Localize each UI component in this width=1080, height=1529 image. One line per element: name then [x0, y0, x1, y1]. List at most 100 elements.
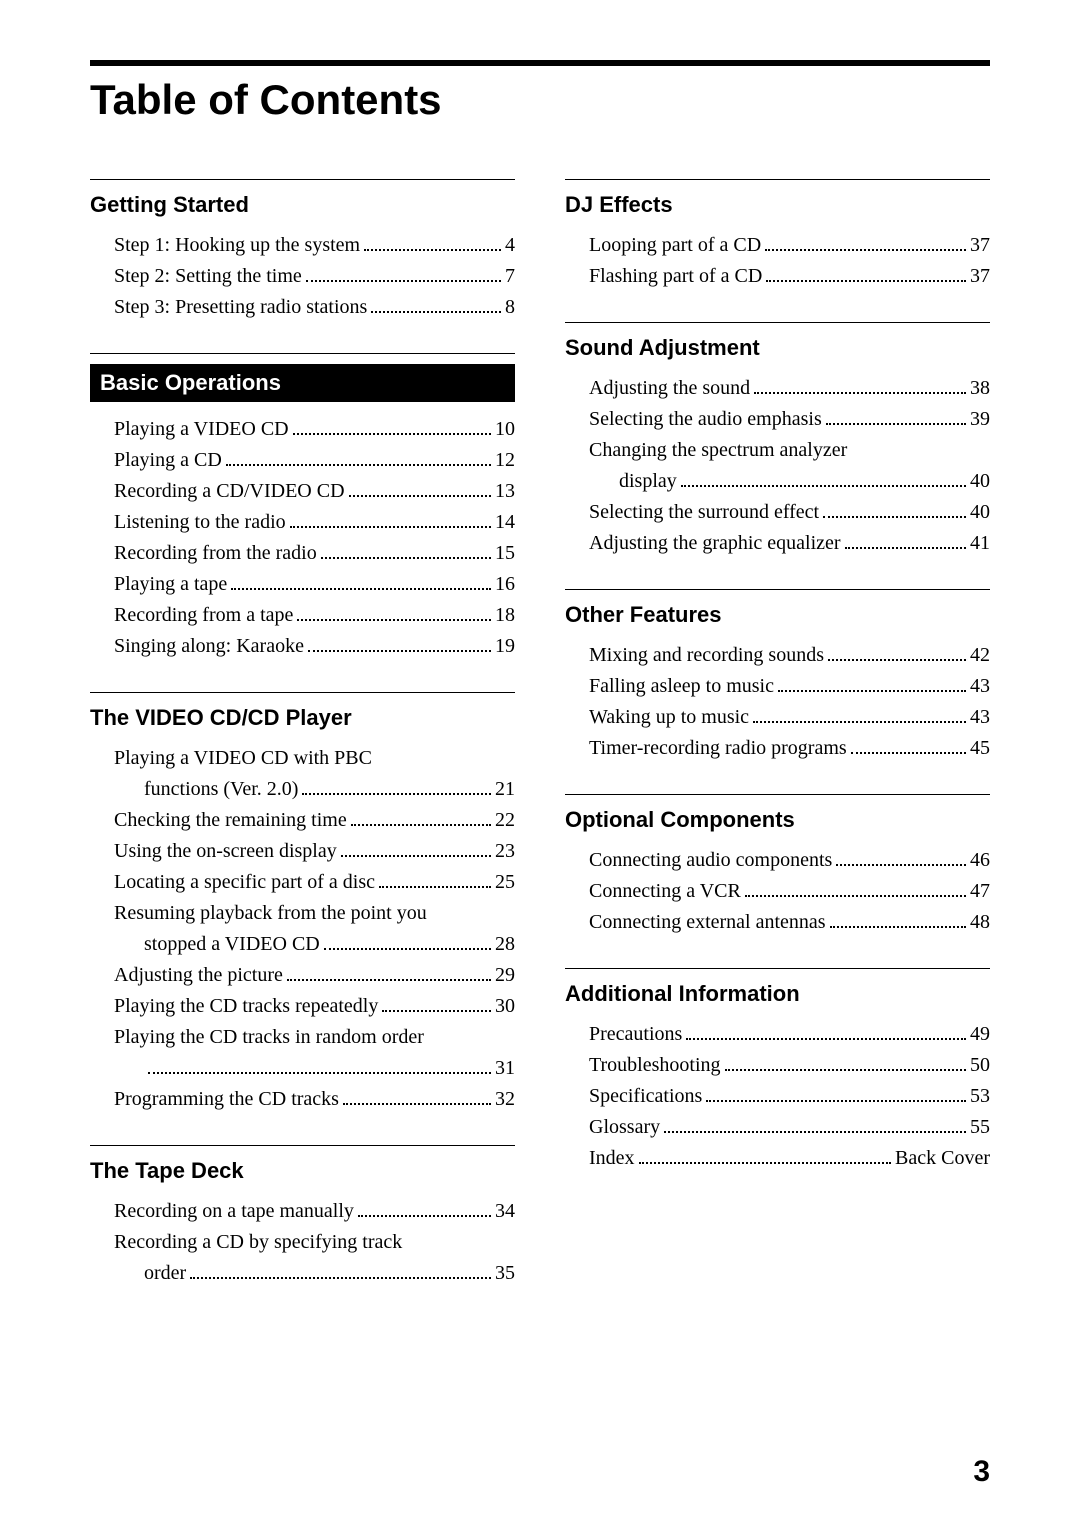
toc-entry-text: Precautions	[589, 1019, 682, 1050]
toc-entry: Waking up to music43	[565, 702, 990, 733]
toc-entry-page: 19	[495, 631, 515, 662]
toc-section: Basic OperationsPlaying a VIDEO CD10Play…	[90, 353, 515, 662]
toc-entry: Playing a VIDEO CD with PBCfunctions (Ve…	[90, 743, 515, 805]
toc-entry: Playing the CD tracks in random order31	[90, 1022, 515, 1084]
toc-entry-line: Listening to the radio 14	[114, 507, 515, 538]
toc-entry-line: stopped a VIDEO CD28	[114, 929, 515, 960]
toc-entry: Recording a CD/VIDEO CD 13	[90, 476, 515, 507]
toc-entry-page: 23	[495, 836, 515, 867]
toc-entry-line: Resuming playback from the point you	[114, 898, 515, 929]
toc-entry-line: Using the on-screen display23	[114, 836, 515, 867]
toc-entry: IndexBack Cover	[565, 1143, 990, 1174]
dot-leader	[349, 495, 491, 497]
dot-leader	[706, 1100, 966, 1102]
toc-entry-page: 29	[495, 960, 515, 991]
toc-entry-page: 34	[495, 1196, 515, 1227]
toc-entry-page: 14	[495, 507, 515, 538]
dot-leader	[664, 1131, 966, 1133]
toc-entry-page: 25	[495, 867, 515, 898]
toc-entry-line: Locating a specific part of a disc25	[114, 867, 515, 898]
dot-leader	[321, 557, 491, 559]
toc-entry-page: 16	[495, 569, 515, 600]
page-title: Table of Contents	[90, 76, 990, 124]
dot-leader	[351, 824, 491, 826]
dot-leader	[753, 721, 966, 723]
section-rule	[90, 353, 515, 354]
toc-entry-line: Checking the remaining time 22	[114, 805, 515, 836]
toc-entry-text: Adjusting the picture	[114, 960, 283, 991]
toc-entry-page: 22	[495, 805, 515, 836]
toc-entry-text: Specifications	[589, 1081, 702, 1112]
section-rule	[565, 968, 990, 969]
dot-leader	[686, 1038, 966, 1040]
toc-entry-page: 15	[495, 538, 515, 569]
toc-entry-page: Back Cover	[895, 1143, 990, 1174]
toc-entry: Selecting the audio emphasis39	[565, 404, 990, 435]
toc-entry-line: display40	[589, 466, 990, 497]
section-rule	[565, 794, 990, 795]
toc-entry-line: Playing a tape16	[114, 569, 515, 600]
toc-entry-page: 47	[970, 876, 990, 907]
toc-entry-text: display	[619, 466, 677, 497]
title-rule	[90, 60, 990, 66]
toc-entry-line: Playing a CD12	[114, 445, 515, 476]
toc-entry: Programming the CD tracks32	[90, 1084, 515, 1115]
toc-entry: Troubleshooting50	[565, 1050, 990, 1081]
dot-leader	[293, 433, 491, 435]
toc-entry: Connecting a VCR47	[565, 876, 990, 907]
toc-entry-line: Looping part of a CD37	[589, 230, 990, 261]
toc-entry: Adjusting the sound38	[565, 373, 990, 404]
toc-entry-text: Timer-recording radio programs	[589, 733, 847, 764]
toc-section: Optional ComponentsConnecting audio comp…	[565, 794, 990, 938]
toc-entry: Falling asleep to music43	[565, 671, 990, 702]
toc-entry-text: Adjusting the sound	[589, 373, 750, 404]
toc-entry: Glossary55	[565, 1112, 990, 1143]
toc-entry-page: 8	[505, 292, 515, 323]
dot-leader	[681, 485, 966, 487]
section-rule	[90, 1145, 515, 1146]
dot-leader	[343, 1103, 491, 1105]
dot-leader	[828, 659, 966, 661]
toc-entry-text: Recording from a tape	[114, 600, 293, 631]
toc-entry-line: IndexBack Cover	[589, 1143, 990, 1174]
toc-entry-text: Listening to the radio	[114, 507, 286, 538]
toc-entry-text: Connecting audio components	[589, 845, 832, 876]
dot-leader	[287, 979, 491, 981]
toc-entry-page: 43	[970, 702, 990, 733]
toc-entry: Selecting the surround effect40	[565, 497, 990, 528]
dot-leader	[766, 280, 966, 282]
toc-entry-text: Programming the CD tracks	[114, 1084, 339, 1115]
dot-leader	[226, 464, 491, 466]
toc-entry: Looping part of a CD37	[565, 230, 990, 261]
dot-leader	[341, 855, 491, 857]
toc-entry-text: Checking the remaining time	[114, 805, 347, 836]
toc-columns: Getting StartedStep 1: Hooking up the sy…	[90, 179, 990, 1319]
toc-entry-page: 43	[970, 671, 990, 702]
toc-entry-page: 31	[495, 1053, 515, 1084]
section-rule	[565, 179, 990, 180]
toc-entry-page: 10	[495, 414, 515, 445]
toc-entry-text: Mixing and recording sounds	[589, 640, 824, 671]
toc-entry-text: Flashing part of a CD	[589, 261, 762, 292]
toc-entry: Specifications 53	[565, 1081, 990, 1112]
dot-leader	[826, 423, 966, 425]
toc-entry-page: 13	[495, 476, 515, 507]
toc-section: The Tape DeckRecording on a tape manuall…	[90, 1145, 515, 1289]
toc-entry-page: 18	[495, 600, 515, 631]
toc-entry: Resuming playback from the point youstop…	[90, 898, 515, 960]
toc-entry-page: 53	[970, 1081, 990, 1112]
toc-entry-page: 41	[970, 528, 990, 559]
toc-entry-line: Changing the spectrum analyzer	[589, 435, 990, 466]
dot-leader	[364, 249, 501, 251]
toc-entry-line: Programming the CD tracks32	[114, 1084, 515, 1115]
toc-entry-text: Selecting the surround effect	[589, 497, 819, 528]
toc-entry: Timer-recording radio programs45	[565, 733, 990, 764]
toc-entry-line: Flashing part of a CD 37	[589, 261, 990, 292]
dot-leader	[190, 1277, 491, 1279]
toc-entry-page: 37	[970, 261, 990, 292]
toc-entry-line: Step 1: Hooking up the system4	[114, 230, 515, 261]
toc-entry-text: Recording a CD/VIDEO CD	[114, 476, 345, 507]
toc-entry-text: Recording a CD by specifying track	[114, 1227, 402, 1258]
toc-entry-page: 7	[505, 261, 515, 292]
toc-entry-line: Timer-recording radio programs45	[589, 733, 990, 764]
